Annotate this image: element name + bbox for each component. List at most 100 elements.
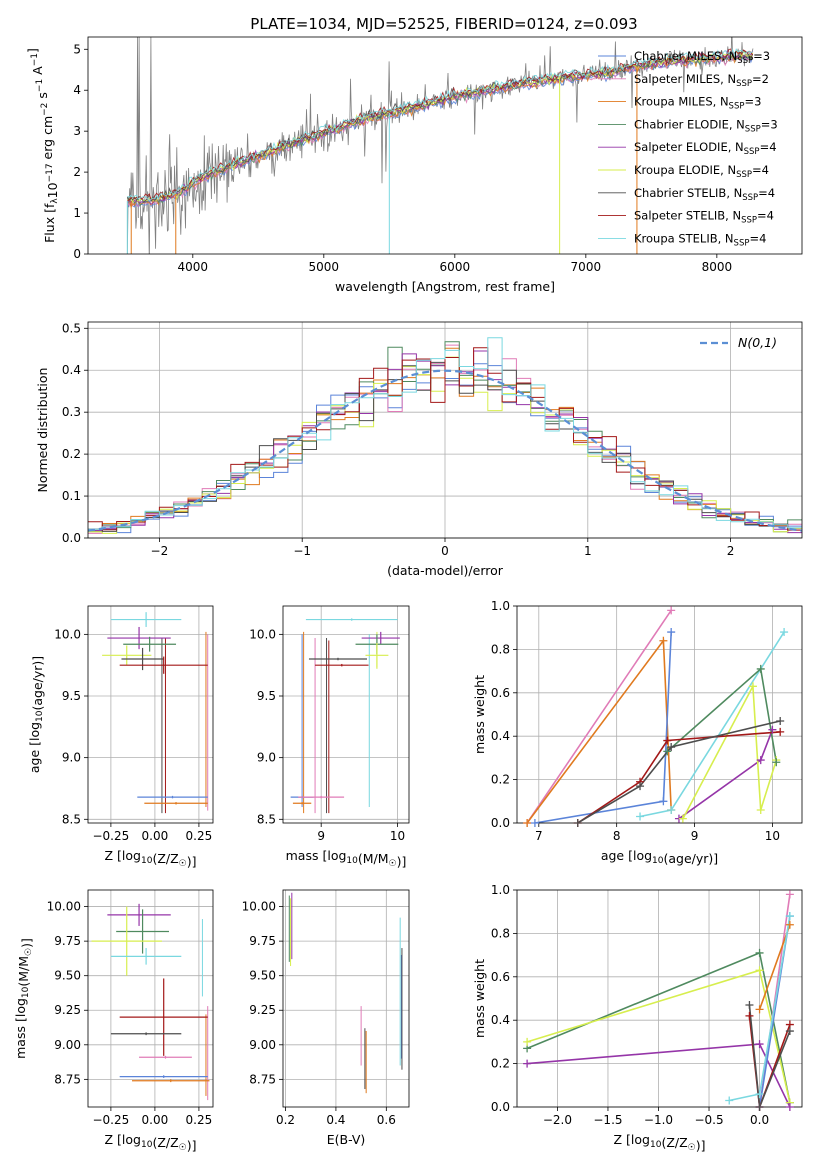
weight-marker-chabrier-elodie bbox=[663, 747, 672, 756]
y-tick-label: 9.75 bbox=[249, 934, 276, 948]
weight-marker-salpeter-elodie bbox=[785, 1103, 794, 1111]
weight-marker-chabrier-stelib bbox=[636, 782, 645, 791]
weight-marker-chabrier-stelib bbox=[745, 1001, 754, 1010]
legend-entry-salpeter-miles: Salpeter MILES, NSSP=2 bbox=[634, 72, 769, 89]
weight-line-kroupa-miles bbox=[526, 638, 672, 823]
y-tick-label: 9.50 bbox=[54, 969, 81, 983]
weight-line-chabrier-miles bbox=[534, 631, 672, 823]
y-axis-label: mass [log10(M/M☉)] bbox=[13, 938, 34, 1059]
legend-entry-normal: N(0,1) bbox=[738, 335, 777, 350]
y-tick-label: 8.5 bbox=[62, 812, 81, 826]
x-tick-label: 0.4 bbox=[326, 1113, 345, 1127]
x-tick-label: 10 bbox=[765, 829, 780, 843]
x-axis-label: Z [log10(Z/Z☉)] bbox=[105, 848, 197, 869]
y-axis-label: mass weight bbox=[472, 959, 487, 1038]
weight-marker-chabrier-elodie bbox=[756, 664, 765, 673]
plot-area bbox=[526, 609, 785, 823]
y-tick-label: 1.0 bbox=[491, 599, 510, 613]
x-tick-label: 0.2 bbox=[276, 1113, 295, 1127]
weight-marker-kroupa-elodie bbox=[523, 1037, 532, 1046]
y-tick-label: 0.0 bbox=[491, 1100, 510, 1114]
weight-marker-kroupa-miles bbox=[755, 1005, 764, 1014]
x-tick-label: 0.6 bbox=[377, 1113, 396, 1127]
y-tick-label: 0.3 bbox=[62, 405, 81, 419]
weight-marker-kroupa-elodie bbox=[756, 805, 765, 814]
weight-marker-chabrier-stelib bbox=[785, 1027, 794, 1036]
axes-frame bbox=[87, 605, 214, 824]
y-tick-label: 0.6 bbox=[491, 970, 510, 984]
x-tick-label: 10 bbox=[390, 829, 405, 843]
weight-line-chabrier-stelib bbox=[577, 720, 781, 823]
x-tick-label: 0.25 bbox=[186, 829, 213, 843]
y-tick-label: 0.6 bbox=[491, 686, 510, 700]
weight-marker-chabrier-stelib bbox=[667, 743, 676, 752]
weight-marker-salpeter-elodie bbox=[755, 1040, 764, 1049]
weight-marker-chabrier-miles bbox=[659, 797, 668, 806]
y-tick-label: 0 bbox=[73, 247, 81, 261]
x-axis-label: E(B-V) bbox=[327, 1132, 366, 1147]
y-tick-label: 0.5 bbox=[62, 321, 81, 335]
y-tick-label: 9.25 bbox=[54, 1003, 81, 1017]
weight-marker-salpeter-stelib bbox=[663, 736, 672, 745]
panel-weight_vs_age: 7 8 9 10 0.0 0.2 0.4 0.6 0.8 1.0 age [log10(age/yr… bbox=[472, 599, 803, 866]
grid bbox=[88, 890, 213, 1107]
hist-step-kroupa-stelib bbox=[88, 337, 802, 530]
legend: Chabrier MILES, NSSP=3 Salpeter MILES, NS… bbox=[598, 49, 778, 248]
x-tick-label: 4000 bbox=[178, 260, 209, 274]
weight-marker-kroupa-elodie bbox=[755, 966, 764, 975]
axes-frame bbox=[516, 889, 803, 1108]
y-tick-label: 8.75 bbox=[54, 1072, 81, 1086]
x-tick-label: 6000 bbox=[440, 260, 471, 274]
y-tick-label: 1.0 bbox=[491, 883, 510, 897]
legend-entry-chabrier-stelib: Chabrier STELIB, NSSP=4 bbox=[634, 186, 775, 203]
weight-marker-kroupa-miles bbox=[659, 636, 668, 645]
x-axis-label: (data-model)/error bbox=[387, 563, 504, 578]
weight-marker-kroupa-stelib bbox=[785, 912, 794, 921]
weight-line-salpeter-miles bbox=[526, 609, 672, 823]
y-tick-label: 0.8 bbox=[491, 642, 510, 656]
y-tick-label: 0.2 bbox=[491, 773, 510, 787]
figure-title: PLATE=1034, MJD=52525, FIBERID=0124, z=0… bbox=[250, 15, 637, 33]
weight-marker-kroupa-elodie bbox=[678, 814, 687, 823]
weight-line-kroupa-stelib bbox=[639, 631, 785, 818]
legend-entry-kroupa-elodie: Kroupa ELODIE, NSSP=4 bbox=[634, 163, 769, 180]
weight-marker-salpeter-elodie bbox=[768, 725, 777, 734]
weight-marker-chabrier-stelib bbox=[573, 819, 582, 827]
grid bbox=[88, 606, 213, 823]
weight-marker-kroupa-miles bbox=[523, 819, 532, 827]
x-tick-label: 5000 bbox=[309, 260, 340, 274]
x-tick-label: −0.5 bbox=[694, 1113, 723, 1127]
weight-line-salpeter-stelib bbox=[577, 731, 781, 823]
axes-frame bbox=[516, 605, 803, 824]
x-axis-label: Z [log10(Z/Z☉)] bbox=[614, 1132, 706, 1153]
y-tick-label: 9.75 bbox=[54, 934, 81, 948]
weight-marker-chabrier-miles bbox=[530, 819, 539, 827]
weight-marker-salpeter-elodie bbox=[523, 1059, 532, 1068]
x-axis-label: wavelength [Angstrom, rest frame] bbox=[335, 279, 555, 294]
y-tick-label: 0.4 bbox=[62, 363, 81, 377]
axes-frame bbox=[282, 605, 410, 824]
x-tick-label: 8000 bbox=[702, 260, 733, 274]
plot-area bbox=[290, 618, 400, 814]
weight-marker-kroupa-stelib bbox=[667, 805, 676, 814]
y-tick-label: 4 bbox=[73, 83, 81, 97]
y-tick-label: 10.0 bbox=[54, 627, 81, 641]
x-tick-label: 7000 bbox=[571, 260, 602, 274]
y-axis-label: mass weight bbox=[472, 675, 487, 754]
x-tick-label: 0.0 bbox=[750, 1113, 769, 1127]
weight-marker-kroupa-stelib bbox=[755, 1089, 764, 1098]
x-axis-label: age [log10(age/yr)] bbox=[601, 848, 718, 866]
legend-entry-salpeter-stelib: Salpeter STELIB, NSSP=4 bbox=[634, 209, 774, 226]
grid bbox=[283, 890, 409, 1107]
model-line-chabrier-miles bbox=[127, 55, 754, 208]
axes-frame bbox=[87, 321, 803, 539]
model-line-salpeter-stelib bbox=[127, 48, 754, 202]
y-axis-label: Normed distribution bbox=[35, 368, 50, 493]
x-tick-label: 7 bbox=[535, 829, 543, 843]
y-tick-label: 10.00 bbox=[242, 900, 276, 914]
weight-marker-kroupa-elodie bbox=[748, 682, 757, 691]
y-tick-label: 8.75 bbox=[249, 1072, 276, 1086]
weight-marker-salpeter-miles bbox=[785, 890, 794, 899]
weight-marker-kroupa-stelib bbox=[636, 812, 645, 821]
